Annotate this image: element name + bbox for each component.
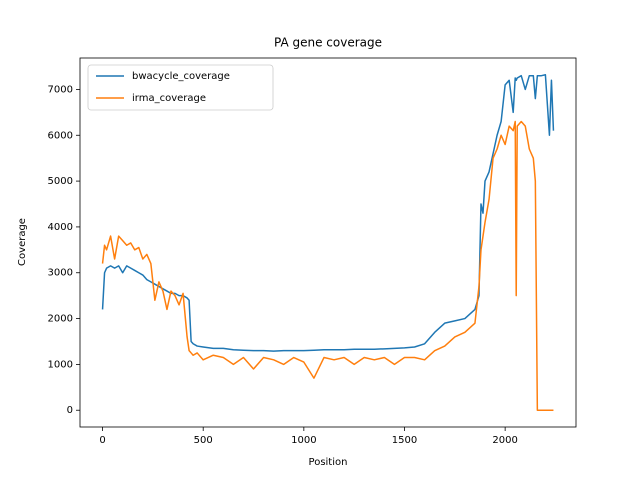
x-tick-label: 0 [99,435,105,446]
legend-box [87,64,274,111]
x-tick-label: 2000 [492,435,517,446]
x-tick-label: 1500 [392,435,417,446]
legend-label: bwacycle_coverage [132,71,230,82]
data-line [101,74,555,352]
y-tick-label: 2000 [48,314,73,325]
x-axis-label: Position [309,457,348,468]
y-tick-label: 5000 [48,176,73,187]
chart-title: PA gene coverage [274,36,382,50]
y-tick-label: 0 [67,405,73,416]
legend-label: irma_coverage [132,93,206,104]
data-line [101,120,554,411]
y-tick-label: 1000 [48,359,73,370]
y-tick-label: 6000 [48,130,73,141]
y-tick-label: 4000 [48,222,73,233]
y-tick-label: 7000 [48,84,73,95]
y-tick-label: 3000 [48,268,73,279]
plot-frame [79,57,577,428]
x-tick-label: 1000 [291,435,316,446]
y-axis-label: Coverage [17,218,28,266]
x-tick-label: 500 [194,435,213,446]
